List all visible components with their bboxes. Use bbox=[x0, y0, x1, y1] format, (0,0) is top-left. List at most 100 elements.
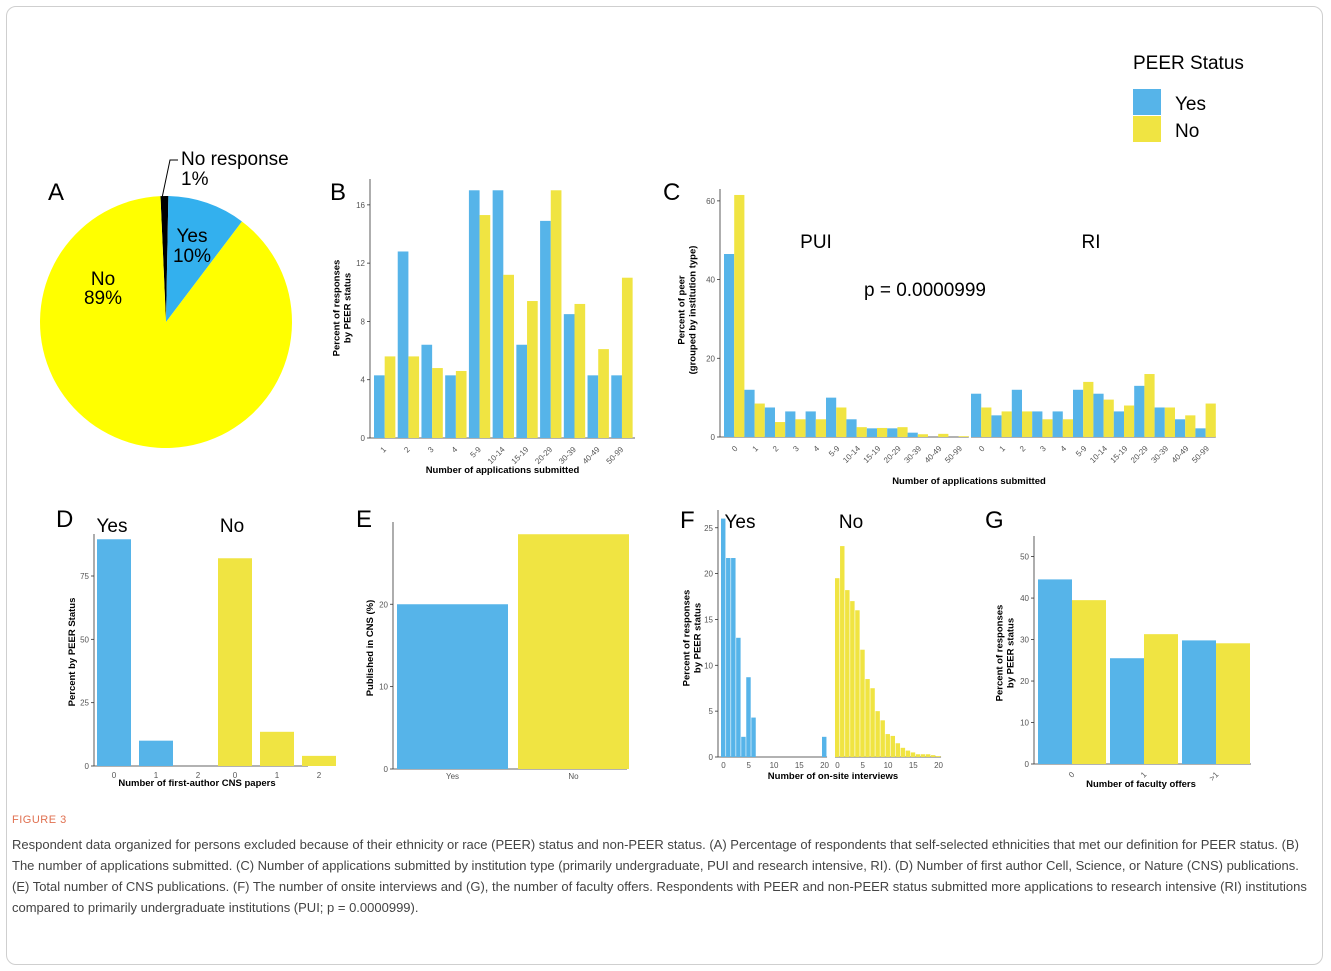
chart-b-bar-yes bbox=[468, 190, 480, 438]
chart-c-ri-bar-yes bbox=[1134, 385, 1145, 437]
chart-d-xtick-label: 1 bbox=[154, 771, 159, 780]
chart-c-pui-bar-yes bbox=[744, 389, 755, 437]
chart-d-xtick-label: 2 bbox=[196, 771, 201, 780]
chart-c-pui-bar-no bbox=[734, 194, 745, 437]
chart-c-pui-bar-no bbox=[775, 422, 786, 437]
chart-f-xtick-label: 10 bbox=[884, 761, 893, 770]
chart-d-y-label: Percent by PEER Status bbox=[67, 598, 78, 707]
chart-d-group-label-yes: Yes bbox=[97, 516, 128, 537]
chart-b-xtick-label: 50-99 bbox=[605, 445, 626, 466]
chart-c-pui-bar-no bbox=[836, 407, 847, 437]
chart-c-xtick-label: 15-19 bbox=[1109, 444, 1130, 465]
chart-c-ri-bar-no bbox=[1062, 419, 1073, 437]
chart-b-xtick-label: 5-9 bbox=[468, 445, 483, 460]
chart-b-ytick-label: 0 bbox=[361, 434, 366, 443]
chart-c-group-label-pui: PUI bbox=[800, 232, 832, 253]
pie-slice-no bbox=[39, 196, 292, 448]
pie-label-no: No bbox=[91, 269, 115, 290]
chart-c-xtick-label: 50-99 bbox=[943, 444, 964, 465]
chart-e-ytick-label: 10 bbox=[379, 683, 388, 692]
chart-b-x-label: Number of applications submitted bbox=[426, 465, 580, 476]
chart-g-ytick-label: 10 bbox=[1020, 719, 1029, 728]
chart-c-pui-bar-no bbox=[897, 427, 908, 437]
chart-f-ytick-label: 5 bbox=[709, 707, 714, 716]
pie-pct-yes: 10% bbox=[173, 246, 211, 267]
chart-c-ytick-label: 40 bbox=[706, 276, 715, 285]
chart-b-y-label: Percent of responsesby PEER status bbox=[332, 260, 354, 357]
chart-f-ytick-label: 10 bbox=[704, 661, 713, 670]
chart-g-ytick-label: 30 bbox=[1020, 636, 1029, 645]
chart-d-bar-yes bbox=[139, 740, 173, 766]
chart-f-bar-no bbox=[835, 578, 840, 757]
chart-c-ri-bar-yes bbox=[971, 393, 982, 437]
chart-c-pui-bar-no bbox=[917, 434, 928, 437]
chart-c-ri-bar-no bbox=[1144, 374, 1155, 437]
chart-b-xtick-label: 40-49 bbox=[581, 445, 602, 466]
chart-d-xtick-label: 0 bbox=[112, 771, 117, 780]
legend-title: PEER Status bbox=[1133, 53, 1244, 74]
chart-b-xtick-label: 2 bbox=[402, 445, 412, 455]
chart-f-bar-yes bbox=[721, 518, 726, 757]
chart-f-bar-yes bbox=[822, 736, 827, 757]
legend-swatch-yes bbox=[1133, 89, 1161, 115]
chart-f-xtick-label: 5 bbox=[747, 761, 752, 770]
pie-label-yes: Yes bbox=[177, 226, 208, 247]
chart-d-ytick-label: 0 bbox=[85, 762, 90, 771]
panel-label-a: A bbox=[48, 179, 64, 206]
chart-c-pui-bar-no bbox=[815, 419, 826, 437]
chart-d-ytick-label: 75 bbox=[80, 572, 89, 581]
chart-c-xtick-label: 1 bbox=[751, 444, 761, 454]
chart-c-ri-bar-no bbox=[1103, 399, 1114, 437]
chart-f-bar-yes bbox=[726, 558, 731, 757]
chart-c-xtick-label: 5-9 bbox=[827, 444, 842, 459]
chart-c-ri-bar-yes bbox=[1073, 389, 1084, 437]
chart-f-ytick-label: 0 bbox=[709, 753, 714, 762]
chart-f-y-label: Percent of responsesby PEER status bbox=[682, 590, 704, 687]
chart-b-ytick-label: 4 bbox=[361, 376, 366, 385]
chart-e-xtick-label: No bbox=[568, 772, 579, 781]
panel-label-e: E bbox=[356, 506, 372, 533]
chart-c-ytick-label: 0 bbox=[711, 433, 716, 442]
chart-b-bar-no bbox=[432, 368, 443, 438]
panel-label-f: F bbox=[680, 507, 695, 534]
chart-f-xtick-label: 0 bbox=[835, 761, 840, 770]
legend-label-yes: Yes bbox=[1175, 94, 1206, 115]
chart-d-ytick-label: 50 bbox=[80, 635, 89, 644]
chart-c-ri-bar-no bbox=[1001, 411, 1012, 437]
chart-b-ytick-label: 8 bbox=[361, 317, 366, 326]
chart-d-ytick-label: 25 bbox=[80, 699, 89, 708]
chart-c-ri-bar-yes bbox=[1195, 428, 1206, 437]
chart-c-xtick-label: 1 bbox=[998, 444, 1008, 454]
chart-g-ytick-label: 50 bbox=[1020, 553, 1029, 562]
chart-f-bar-yes bbox=[741, 736, 746, 757]
chart-c-pui-bar-yes bbox=[826, 397, 837, 437]
legend-label-no: No bbox=[1175, 121, 1199, 142]
chart-g-ytick-label: 40 bbox=[1020, 594, 1029, 603]
pie-slice-yes bbox=[166, 196, 242, 322]
chart-c-ri-bar-no bbox=[1185, 415, 1196, 437]
chart-c-pui-bar-yes bbox=[866, 428, 877, 437]
pie-pct-no-response: 1% bbox=[181, 169, 209, 190]
chart-f-bar-yes bbox=[736, 637, 741, 757]
chart-d-group-label-no: No bbox=[220, 516, 244, 537]
chart-c-ri-bar-no bbox=[1042, 419, 1053, 437]
chart-f-group-label-yes: Yes bbox=[725, 512, 756, 533]
chart-g-ytick-label: 0 bbox=[1025, 760, 1030, 769]
chart-b-xtick-label: 3 bbox=[426, 445, 436, 455]
chart-b-bar-no bbox=[574, 303, 586, 438]
chart-e-ytick-label: 0 bbox=[384, 765, 389, 774]
chart-b-bar-yes bbox=[492, 190, 504, 438]
chart-c-pui-bar-yes bbox=[907, 432, 918, 437]
panel-label-b: B bbox=[330, 179, 346, 206]
chart-f-bar-no bbox=[936, 756, 941, 757]
chart-c-ri-bar-no bbox=[981, 407, 992, 437]
chart-b-bar-yes bbox=[563, 314, 575, 438]
panel-label-g: G bbox=[985, 507, 1004, 534]
chart-c-xtick-label: 10-14 bbox=[1088, 444, 1109, 465]
chart-c-ri-bar-yes bbox=[1175, 419, 1186, 437]
chart-g-bar-yes bbox=[1038, 579, 1072, 764]
chart-g-xtick-label: >1 bbox=[1208, 770, 1221, 783]
chart-f-bar-no bbox=[915, 754, 921, 757]
chart-d-bar-no bbox=[218, 558, 252, 766]
